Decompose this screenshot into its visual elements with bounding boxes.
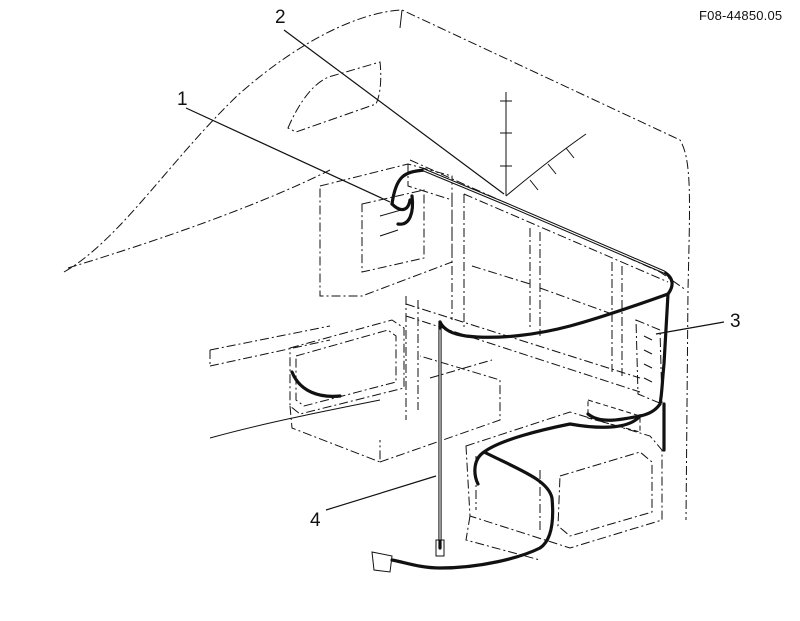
- rear-frame: [405, 193, 669, 420]
- wiring-harness: [290, 168, 674, 573]
- right-storage-bin: [465, 411, 663, 561]
- leader-2: [283, 29, 505, 195]
- upper-box: [319, 163, 453, 297]
- callout-number-4: 4: [310, 510, 321, 531]
- leader-3: [655, 321, 725, 335]
- callout-number-3: 3: [730, 311, 741, 332]
- callout-leaders: [185, 29, 725, 511]
- callout-number-1: 1: [177, 89, 188, 110]
- antenna: [500, 92, 587, 197]
- callout-number-2: 2: [275, 7, 286, 28]
- leader-1: [185, 107, 391, 203]
- rear-window: [287, 61, 382, 133]
- figure-id-label: F08-44850.05: [699, 8, 783, 23]
- floor-rail: [209, 325, 381, 439]
- left-storage-bin: [289, 319, 501, 463]
- cab-outline: [63, 9, 691, 521]
- leader-4: [325, 475, 437, 511]
- side-panel: [587, 319, 663, 433]
